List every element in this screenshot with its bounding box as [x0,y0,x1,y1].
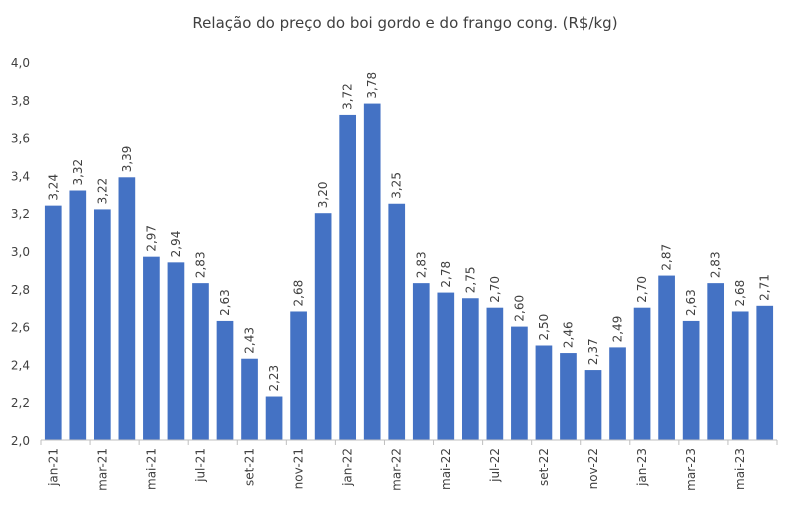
data-label: 2,60 [512,295,526,322]
bar-jun-23 [756,305,774,440]
x-tick-label: mar-21 [95,448,109,491]
bar-out-22 [560,353,577,440]
y-tick-label: 3,2 [11,207,30,221]
bar-jan-21 [44,205,62,440]
x-tick-label: mar-23 [684,448,698,491]
x-tick-label: jul-22 [488,448,502,483]
data-label: 2,70 [635,276,649,303]
data-label: 2,46 [561,321,575,348]
data-label: 2,97 [144,225,158,252]
data-label: 2,94 [169,231,183,258]
x-tick-label: set-21 [243,448,257,486]
data-label: 3,78 [365,72,379,99]
data-label: 3,24 [46,174,60,201]
data-label: 2,37 [586,338,600,365]
x-tick-label: jan-22 [341,448,355,487]
x-tick-label: nov-22 [586,448,600,489]
chart-title: Relação do preço do boi gordo e do frang… [192,14,617,32]
data-label: 2,83 [193,251,207,278]
data-label: 2,63 [684,289,698,316]
x-tick-label: jan-21 [46,448,60,487]
data-label: 2,23 [267,365,281,392]
y-tick-label: 3,0 [11,245,30,259]
y-tick-label: 2,2 [11,396,30,410]
x-tick-label: jan-23 [635,448,649,487]
y-tick-label: 3,8 [11,94,30,108]
bar-jan-22 [339,114,357,441]
bar-abr-21 [118,177,136,441]
x-tick-label: mar-22 [390,448,404,491]
bar-jul-21 [192,283,209,440]
bar-nov-22 [584,370,602,440]
data-label: 2,49 [611,316,625,343]
bar-mai-23 [731,311,749,440]
bar-abr-22 [412,283,430,440]
data-label: 2,63 [218,289,232,316]
x-tick-label: mai-21 [144,448,158,490]
y-tick-label: 4,0 [11,56,30,70]
bar-dez-22 [609,347,626,440]
data-label: 3,72 [341,83,355,110]
bar-jun-22 [461,298,479,440]
x-tick-label: jul-21 [193,448,207,483]
data-label: 3,25 [390,172,404,199]
data-label: 2,83 [414,251,428,278]
x-tick-label: set-22 [537,448,551,486]
bar-set-22 [535,345,553,440]
data-label: 2,75 [463,267,477,294]
bar-mai-21 [143,256,160,440]
x-tick-label: nov-21 [292,448,306,489]
bar-mar-22 [388,203,406,440]
bar-fev-22 [363,103,381,440]
y-tick-label: 3,6 [11,132,30,146]
bar-mai-22 [437,292,455,440]
bar-ago-22 [511,326,528,440]
data-label: 2,50 [537,314,551,341]
y-tick-label: 2,0 [11,434,30,448]
data-label: 2,68 [292,280,306,307]
x-tick-label: mai-23 [733,448,747,490]
y-tick-label: 2,4 [11,358,30,372]
y-tick-label: 2,6 [11,321,30,335]
data-label: 2,68 [733,280,747,307]
bar-mar-23 [682,320,700,440]
bar-fev-23 [658,275,675,440]
bar-abr-23 [707,283,725,440]
data-label: 3,22 [95,178,109,205]
data-label: 2,71 [758,274,772,301]
data-label: 3,20 [316,181,330,208]
y-tick-label: 2,8 [11,283,30,297]
bar-fev-21 [69,190,87,440]
bar-nov-21 [290,311,307,440]
data-label: 3,39 [120,146,134,173]
data-label: 2,70 [488,276,502,303]
bar-set-21 [241,358,258,440]
bar-ago-21 [216,320,234,440]
data-label: 2,43 [243,327,257,354]
x-tick-label: mai-22 [439,448,453,490]
bar-out-21 [265,396,283,440]
data-label: 2,83 [709,251,723,278]
data-label: 3,32 [71,159,85,186]
bar-jun-21 [167,262,185,440]
bar-dez-21 [314,213,332,440]
bar-jul-22 [486,307,504,440]
data-label: 2,78 [439,261,453,288]
bar-mar-21 [93,209,111,440]
data-label: 2,87 [660,244,674,271]
y-tick-label: 3,4 [11,169,30,183]
bar-jan-23 [633,307,651,440]
